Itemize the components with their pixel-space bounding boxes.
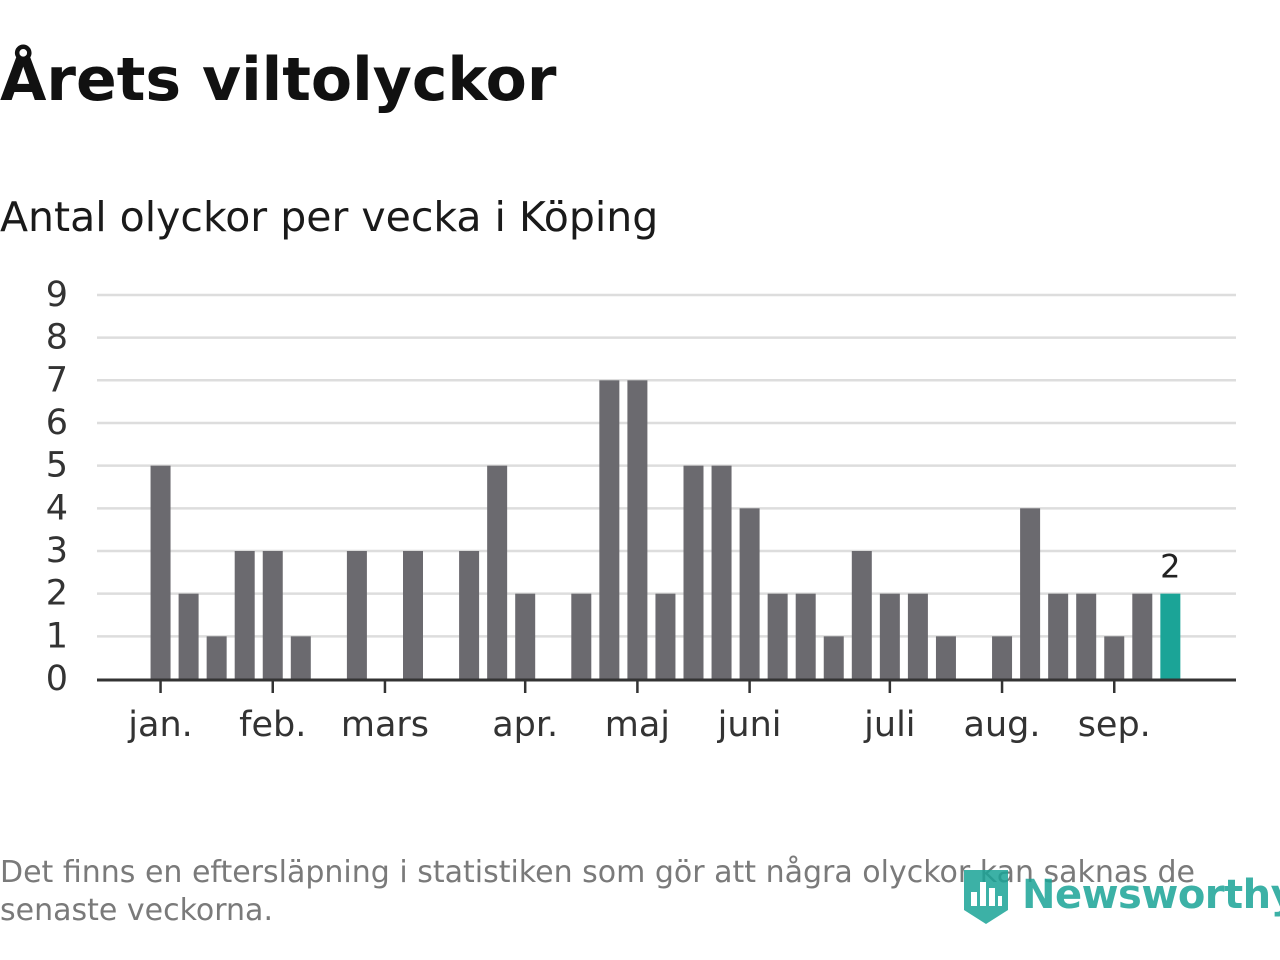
bar <box>178 593 199 679</box>
y-tick-label: 3 <box>46 531 68 571</box>
bar <box>823 636 844 679</box>
bar <box>1104 636 1125 679</box>
bar-highlighted <box>1160 593 1181 679</box>
bar <box>795 593 816 679</box>
y-tick-label: 8 <box>46 318 68 358</box>
bar <box>262 550 283 679</box>
y-tick-label: 9 <box>46 275 68 315</box>
y-tick-label: 7 <box>46 360 68 400</box>
bar <box>403 550 423 679</box>
bar <box>571 593 592 679</box>
bar <box>992 636 1013 679</box>
x-tick-label: juli <box>863 705 915 745</box>
x-tick-label: jan. <box>127 705 192 745</box>
bar <box>1076 593 1097 679</box>
y-tick-label: 6 <box>46 403 68 443</box>
x-axis-ticks: jan. feb. mars apr. maj juni juli aug. sep. <box>127 681 1151 745</box>
bar <box>290 636 311 679</box>
newsworthy-logo: Newsworthy <box>962 862 1280 928</box>
bar <box>907 593 928 679</box>
x-tick-label: juni <box>717 705 782 745</box>
grid-lines <box>97 293 1236 638</box>
bar <box>767 593 788 679</box>
bar <box>515 593 536 679</box>
bar <box>206 636 227 679</box>
bar <box>150 465 171 679</box>
bar <box>739 508 760 679</box>
x-tick-label: mars <box>341 705 429 745</box>
chart-subtitle: Antal olyckor per vecka i Köping <box>0 193 659 241</box>
bar <box>683 465 704 679</box>
bars <box>150 380 1181 679</box>
bar <box>599 380 620 679</box>
x-tick-label: feb. <box>239 705 306 745</box>
bar <box>1048 593 1069 679</box>
x-tick-label: aug. <box>964 705 1041 745</box>
x-tick-label: maj <box>605 705 670 745</box>
bar <box>655 593 676 679</box>
bar <box>851 550 872 679</box>
y-tick-label: 5 <box>46 446 68 486</box>
bar <box>935 636 956 679</box>
bar <box>879 593 900 679</box>
y-tick-label: 2 <box>46 574 68 614</box>
y-tick-label: 4 <box>46 488 68 528</box>
bar-chart-logo-icon <box>964 870 1008 924</box>
data-labels: 2 <box>1160 548 1180 586</box>
bar <box>234 550 255 679</box>
bar <box>711 465 732 679</box>
bar <box>487 465 508 679</box>
brand-name: Newsworthy <box>1022 872 1280 918</box>
bar <box>459 550 480 679</box>
y-tick-label: 1 <box>46 616 68 656</box>
x-tick-label: apr. <box>492 705 558 745</box>
bar <box>1020 508 1041 679</box>
x-tick-label: sep. <box>1078 705 1151 745</box>
bar <box>1132 593 1153 679</box>
data-label: 2 <box>1160 548 1180 586</box>
y-tick-label: 0 <box>46 659 68 699</box>
bar <box>627 380 648 679</box>
chart-title: Årets viltolyckor <box>0 45 557 115</box>
bar <box>346 550 367 679</box>
